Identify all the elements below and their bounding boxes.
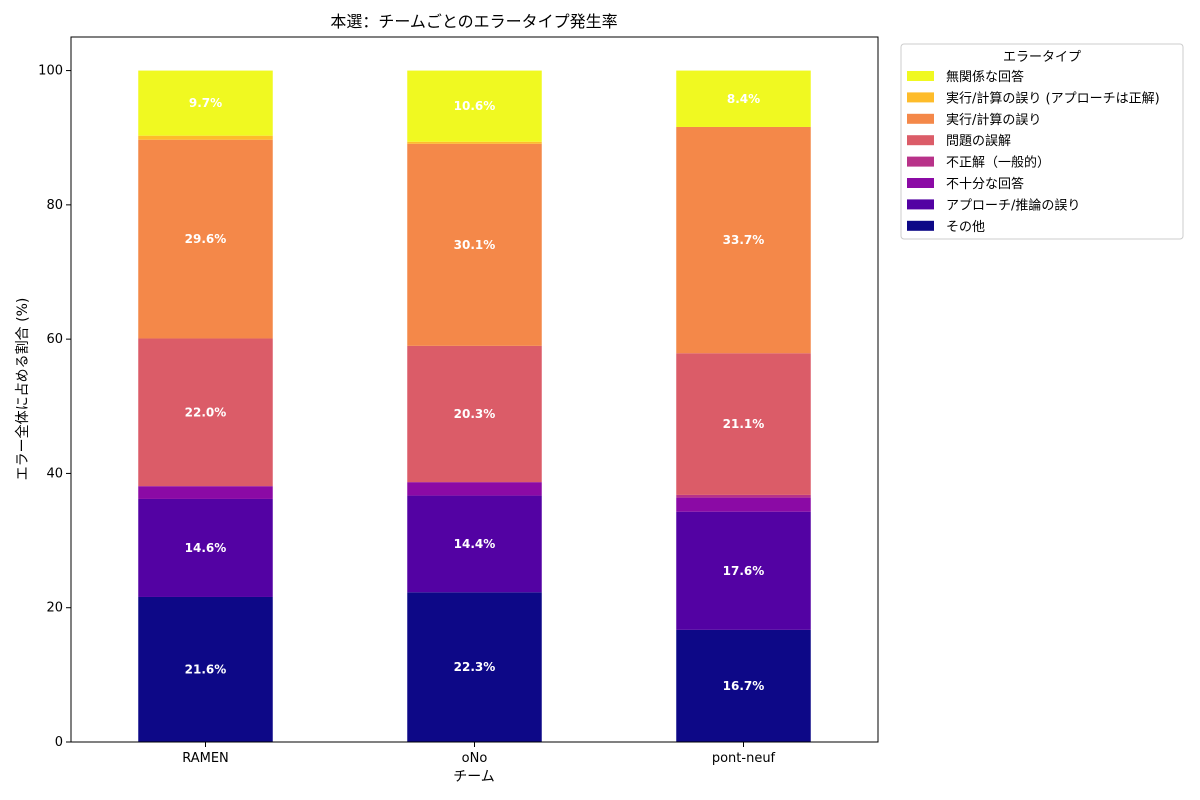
x-axis-title: チーム <box>453 769 495 785</box>
bar-segment-RAMEN-0 <box>138 596 273 742</box>
x-axis: RAMEN oNo pont-neuf <box>182 742 776 766</box>
legend-label: その他 <box>946 220 985 235</box>
bar-segment-RAMEN-4 <box>138 338 273 487</box>
data-label-oNo-7: 10.6% <box>454 99 496 113</box>
legend-swatch <box>907 199 934 210</box>
y-axis-title: エラー全体に占める割合 (%) <box>14 298 31 481</box>
legend-swatch <box>907 156 934 167</box>
bar-segment-RAMEN-6 <box>138 135 273 140</box>
legend-label: 不十分な回答 <box>946 176 1024 192</box>
legend-label: 実行/計算の誤り <box>946 112 1041 128</box>
legend-swatch <box>907 71 934 81</box>
legend-swatch <box>907 178 934 188</box>
x-tick-label: RAMEN <box>182 751 229 766</box>
legend-label: 実行/計算の誤り (アプローチは正解) <box>946 90 1160 106</box>
bar-segment-RAMEN-2 <box>138 486 273 499</box>
bar-segment-pont-neuf-4 <box>676 353 811 495</box>
chart-title: 本選：チームごとのエラータイプ発生率 <box>330 12 617 31</box>
segment-labels-group: 21.6% 14.6% 22.0% 29.6% 9.7% 22.3% 14.4% 20.3% 3… <box>185 92 765 693</box>
data-label-RAMEN-5: 29.6% <box>185 232 227 246</box>
x-tick-label: pont-neuf <box>712 751 776 766</box>
bar-segment-oNo-2 <box>407 482 542 496</box>
legend-swatch <box>907 92 934 103</box>
bar-segment-pont-neuf-0 <box>676 629 811 742</box>
data-label-pont-neuf-1: 17.6% <box>723 564 765 578</box>
bar-segment-pont-neuf-7 <box>676 70 811 127</box>
data-label-pont-neuf-4: 21.1% <box>723 417 765 431</box>
bar-segment-oNo-6 <box>407 141 542 144</box>
legend-swatch <box>907 113 934 124</box>
data-label-pont-neuf-5: 33.7% <box>723 233 765 247</box>
data-label-RAMEN-0: 21.6% <box>185 662 227 676</box>
legend-label: 不正解（一般的） <box>946 155 1050 171</box>
bar-segment-pont-neuf-1 <box>676 511 811 630</box>
data-label-pont-neuf-0: 16.7% <box>723 679 765 693</box>
bar-segment-oNo-0 <box>407 592 542 742</box>
bar-segment-pont-neuf-5 <box>676 126 811 354</box>
y-tick-label: 100 <box>38 64 63 79</box>
legend-swatch <box>907 220 934 231</box>
data-label-oNo-5: 30.1% <box>454 238 496 252</box>
y-axis: 0 20 40 60 80 100 <box>38 64 71 750</box>
bars-group <box>138 70 811 742</box>
bar-segment-oNo-7 <box>407 70 542 142</box>
legend-swatch <box>907 135 934 146</box>
y-tick-label: 0 <box>55 735 63 750</box>
data-label-oNo-4: 20.3% <box>454 407 496 421</box>
bar-segment-oNo-5 <box>407 143 542 346</box>
bar-segment-oNo-1 <box>407 495 542 593</box>
legend-label: 問題の誤解 <box>946 133 1011 149</box>
legend-frame <box>900 43 1184 240</box>
data-label-pont-neuf-7: 8.4% <box>727 92 760 106</box>
x-tick-label: oNo <box>462 751 488 766</box>
y-tick-label: 60 <box>46 332 63 347</box>
data-label-oNo-1: 14.4% <box>454 537 496 551</box>
bar-segment-oNo-4 <box>407 345 542 483</box>
legend-label: 無関係な回答 <box>946 69 1024 85</box>
legend-label: アプローチ/推論の誤り <box>946 197 1080 213</box>
y-tick-label: 40 <box>46 466 63 481</box>
bar-segment-pont-neuf-2 <box>676 497 811 512</box>
bar-segment-RAMEN-5 <box>138 139 273 339</box>
data-label-RAMEN-4: 22.0% <box>185 405 227 419</box>
bar-segment-RAMEN-7 <box>138 70 273 136</box>
data-label-oNo-0: 22.3% <box>454 660 496 674</box>
y-tick-label: 20 <box>46 601 63 616</box>
bar-segment-pont-neuf-3 <box>676 494 811 498</box>
y-tick-label: 80 <box>46 198 63 213</box>
data-label-RAMEN-1: 14.6% <box>185 541 227 555</box>
bar-segment-RAMEN-1 <box>138 498 273 597</box>
data-label-RAMEN-7: 9.7% <box>189 96 222 110</box>
legend-title: エラータイプ <box>1003 50 1081 65</box>
